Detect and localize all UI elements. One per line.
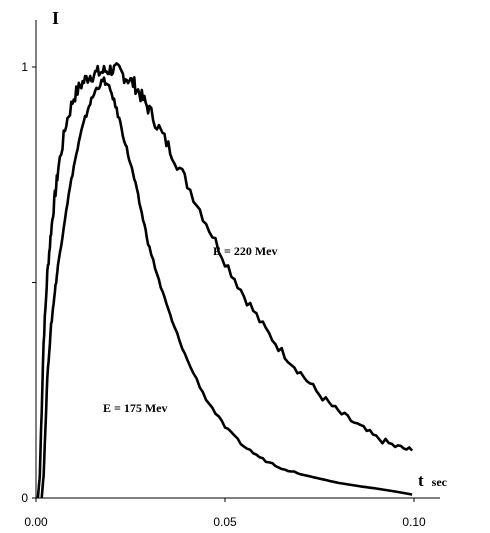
x-tick-label-1: 0.05 (213, 515, 237, 529)
y-ticks: 01 (21, 60, 36, 505)
x-ticks: 0.00 0.05 0.10 (24, 498, 426, 529)
x-tick-label-0: 0.00 (24, 515, 48, 529)
y-tick-label-2: 1 (21, 60, 28, 74)
series-line-1 (40, 76, 413, 499)
y-tick-label-0: 0 (21, 491, 28, 505)
series-labels: E = 220 Mev E = 175 Mev (103, 244, 278, 415)
curves (36, 62, 414, 499)
series-label-0: E = 220 Mev (213, 244, 278, 258)
x-axis-title: t sec (418, 471, 448, 490)
y-axis-title: I (52, 8, 59, 28)
series-line-0 (36, 62, 414, 499)
x-axis-title-unit: sec (432, 475, 448, 489)
series-label-1: E = 175 Mev (103, 401, 168, 415)
x-tick-label-2: 0.10 (402, 515, 426, 529)
x-axis-title-main: t (418, 471, 424, 490)
